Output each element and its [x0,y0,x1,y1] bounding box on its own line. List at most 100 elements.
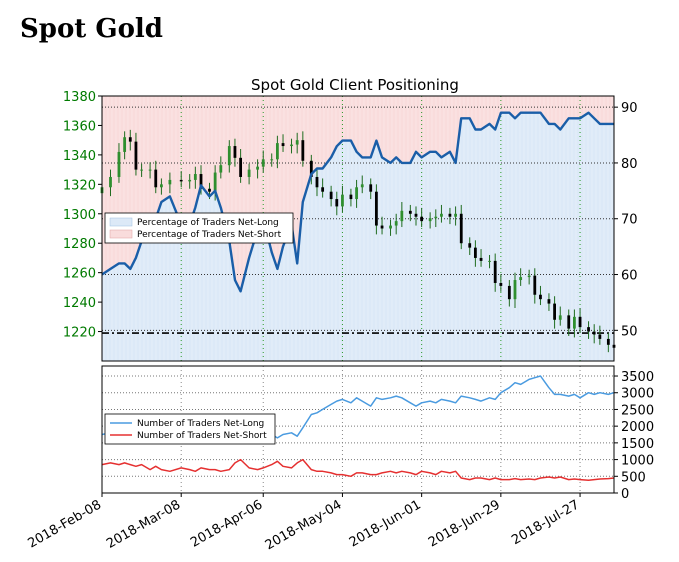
candle-body [140,169,144,171]
left-axis-tick-label: 1340 [63,149,96,164]
candle-body [468,243,472,248]
candle-body [459,213,463,244]
x-axis-tick-label: 2018-Jun-29 [426,497,503,550]
candle-body [592,331,596,335]
candle-body [587,327,590,332]
candle-body [148,169,152,171]
candle-body [329,191,333,200]
candle-body [420,216,424,222]
candle-body [473,247,477,258]
candle-body [408,210,412,214]
candle-body [295,140,299,145]
count-axis-tick-label: 3500 [621,370,654,385]
candle-body [513,280,517,300]
count-axis-tick-label: 0 [621,487,629,502]
candle-body [558,315,562,320]
right-axis-tick-label: 60 [621,269,638,284]
candle-body [227,146,231,166]
candle-body [434,216,438,219]
legend-swatch [109,217,133,227]
candle-body [208,188,211,192]
candle-body [479,257,483,261]
candle-body [547,299,551,304]
candle-body [349,194,353,200]
candle-body [160,184,163,188]
candle-body [454,213,457,217]
candle-body [309,160,313,177]
candle-body [394,221,398,226]
candle-body [527,275,531,278]
right-axis-tick-label: 90 [621,101,638,116]
candle-body [256,166,259,170]
count-axis-tick-label: 500 [621,470,646,485]
candle-body [261,159,265,167]
candle-body [109,176,112,188]
count-panel-frame [101,365,615,494]
left-axis-tick-label: 1300 [63,208,96,223]
candle-body [533,275,537,295]
candle-body [440,213,443,217]
candle-body [572,316,576,329]
price-panel-frame [101,95,615,362]
candle-body [193,174,197,180]
candle-body [335,199,339,207]
candle-body [213,172,217,192]
candle-body [360,184,364,188]
candle-body [199,174,203,189]
left-axis-tick-label: 1240 [63,296,96,311]
count-axis-tick-label: 2500 [621,403,654,418]
candle-body [355,187,358,200]
right-axis-tick-label: 50 [621,324,638,339]
left-axis-tick-label: 1380 [63,90,96,105]
chart-title: Spot Gold Client Positioning [251,76,459,94]
candle-body [321,187,325,192]
left-axis-tick-label: 1360 [63,119,96,134]
left-axis-tick-label: 1220 [63,326,96,341]
candle-body [123,137,127,152]
left-axis-tick-label: 1320 [63,178,96,193]
right-axis-tick-label: 80 [621,157,638,172]
count-axis-tick-label: 1500 [621,437,654,452]
candle-body [154,169,158,188]
left-axis-tick-label: 1280 [63,237,96,252]
candle-body [400,210,404,222]
candle-body [290,144,293,147]
net-long-fill [102,112,614,361]
candle-body [539,294,542,300]
x-axis-tick-label: 2018-Jul-27 [509,497,582,548]
candle-body [315,176,319,188]
candle-body [341,194,344,207]
candle-body [606,338,610,345]
legend-label: Percentage of Traders Net-Short [137,230,282,240]
legend-label: Number of Traders Net-Long [137,419,264,429]
legend-box [104,212,294,244]
candle-body [598,334,602,339]
count-axis-tick-label: 1000 [621,454,654,469]
candle-body [493,260,497,283]
right-axis-tick-label: 70 [621,213,638,228]
count-axis-tick-label: 3000 [621,387,654,402]
candle-body [233,146,237,158]
candle-body [374,191,378,226]
count-axis-tick-label: 2000 [621,420,654,435]
candle-body [275,143,279,160]
candle-body [179,179,183,182]
candle-body [507,285,511,300]
count-panel-legend: Number of Traders Net-Long Number of Trad… [104,413,276,445]
x-axis-tick-label: 2018-Apr-06 [188,497,265,550]
candle-body [428,218,432,222]
x-axis-tick-label: 2018-May-04 [263,497,345,553]
candle-body [389,225,392,229]
candle-body [239,157,243,177]
candle-body [567,315,571,329]
x-axis-tick-label: 2018-Feb-08 [25,497,104,551]
candle-body [369,184,373,192]
candle-body [488,260,491,262]
candle-body [553,303,556,320]
candle-body [188,179,192,182]
candle-body [578,316,582,328]
candle-body [281,143,285,147]
candle-body [270,159,274,161]
legend-swatch [109,229,133,239]
